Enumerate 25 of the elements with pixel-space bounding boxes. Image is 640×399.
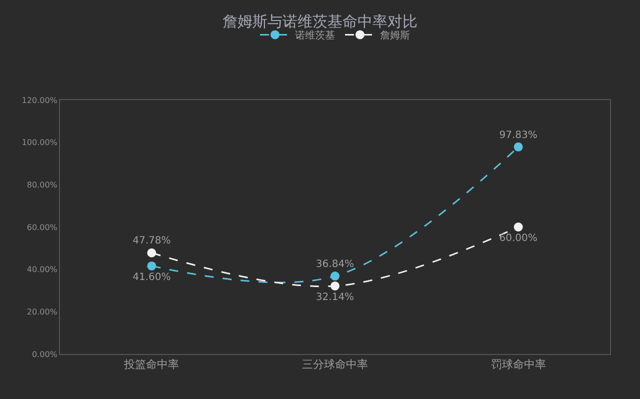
x-tick-label: 罚球命中率: [490, 358, 546, 372]
data-label: 41.60%: [132, 272, 171, 284]
y-tick-label: 80.00%: [26, 180, 58, 190]
data-label: 32.14%: [316, 292, 354, 304]
x-tick-label: 三分球命中率: [302, 358, 368, 372]
point: [514, 142, 523, 152]
y-tick-label: 120.00%: [22, 96, 58, 105]
y-tick-label: 60.00%: [26, 222, 58, 232]
point: [147, 248, 156, 258]
data-label: 47.78%: [132, 236, 171, 247]
data-label: 60.00%: [499, 233, 538, 244]
point: [330, 272, 340, 281]
data-label: 97.83%: [499, 130, 538, 141]
data-label: 36.84%: [316, 258, 354, 270]
point: [147, 261, 156, 270]
x-tick-label: 投篮命中率: [123, 358, 180, 372]
legend-label: 诺维茨基: [295, 30, 335, 42]
y-tick-label: 100.00%: [22, 138, 58, 148]
y-tick-label: 0.00%: [32, 350, 58, 359]
y-tick-label: 40.00%: [26, 265, 58, 274]
point: [330, 281, 340, 290]
point: [514, 222, 523, 232]
chart-title: 詹姆斯与诺维茨基命中率对比: [222, 12, 418, 30]
y-tick-label: 20.00%: [26, 307, 58, 316]
legend-label: 詹姆斯: [380, 30, 410, 42]
